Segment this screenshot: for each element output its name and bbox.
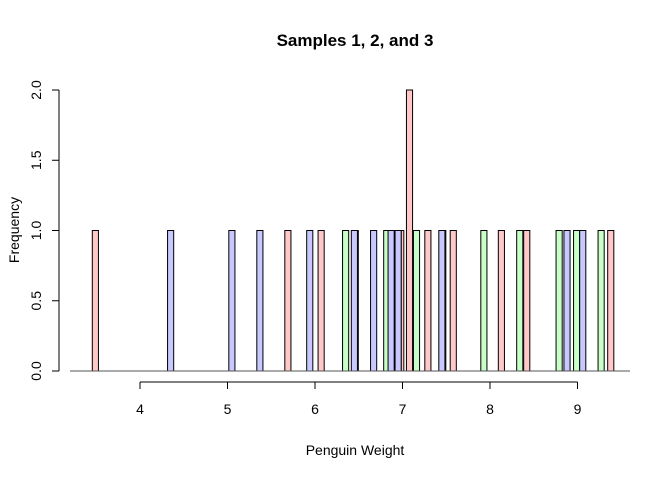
histogram-bar [405, 89, 414, 372]
histogram-bar [317, 230, 325, 372]
histogram-bar [370, 230, 378, 372]
histogram-bar [167, 230, 175, 372]
y-tick-label: 2.0 [28, 80, 44, 100]
histogram-bar [438, 230, 446, 372]
y-axis: 0.0 0.5 1.0 1.5 2.0 [28, 80, 60, 381]
histogram-bar [387, 230, 395, 372]
histogram-bar [597, 230, 605, 372]
histogram-bar [480, 230, 488, 372]
histogram-bar [394, 230, 402, 372]
histogram-bar [256, 230, 264, 372]
x-tick-label: 5 [224, 401, 232, 417]
histogram-bar [449, 230, 457, 372]
histogram-bar [350, 230, 358, 372]
chart-title: Samples 1, 2, and 3 [277, 31, 434, 50]
histogram-bar [497, 230, 505, 372]
histogram-bar [342, 230, 350, 372]
histogram-bar [579, 230, 587, 372]
histogram-bar [91, 230, 99, 372]
x-tick-label: 6 [311, 401, 319, 417]
histogram-bar [573, 230, 581, 372]
bars-layer [91, 89, 615, 372]
histogram-bar [424, 230, 432, 372]
x-tick-label: 8 [486, 401, 494, 417]
x-axis: 4 5 6 7 8 9 [136, 381, 582, 417]
histogram-bar [412, 230, 421, 372]
y-axis-label: Frequency [6, 197, 22, 263]
x-tick-label: 4 [136, 401, 144, 417]
histogram-bar [555, 230, 563, 372]
x-axis-label: Penguin Weight [306, 442, 405, 458]
x-tick-label: 9 [574, 401, 582, 417]
histogram-bar [306, 230, 314, 372]
histogram-bar [284, 230, 292, 372]
histogram-bar [607, 230, 615, 372]
histogram-bar [516, 230, 524, 372]
y-tick-label: 1.5 [28, 150, 44, 170]
histogram-bar [523, 230, 531, 372]
histogram-bar [563, 230, 571, 372]
y-tick-label: 1.0 [28, 221, 44, 241]
histogram-bar [228, 230, 236, 372]
y-tick-label: 0.5 [28, 291, 44, 311]
y-tick-label: 0.0 [28, 361, 44, 381]
x-tick-label: 7 [399, 401, 407, 417]
